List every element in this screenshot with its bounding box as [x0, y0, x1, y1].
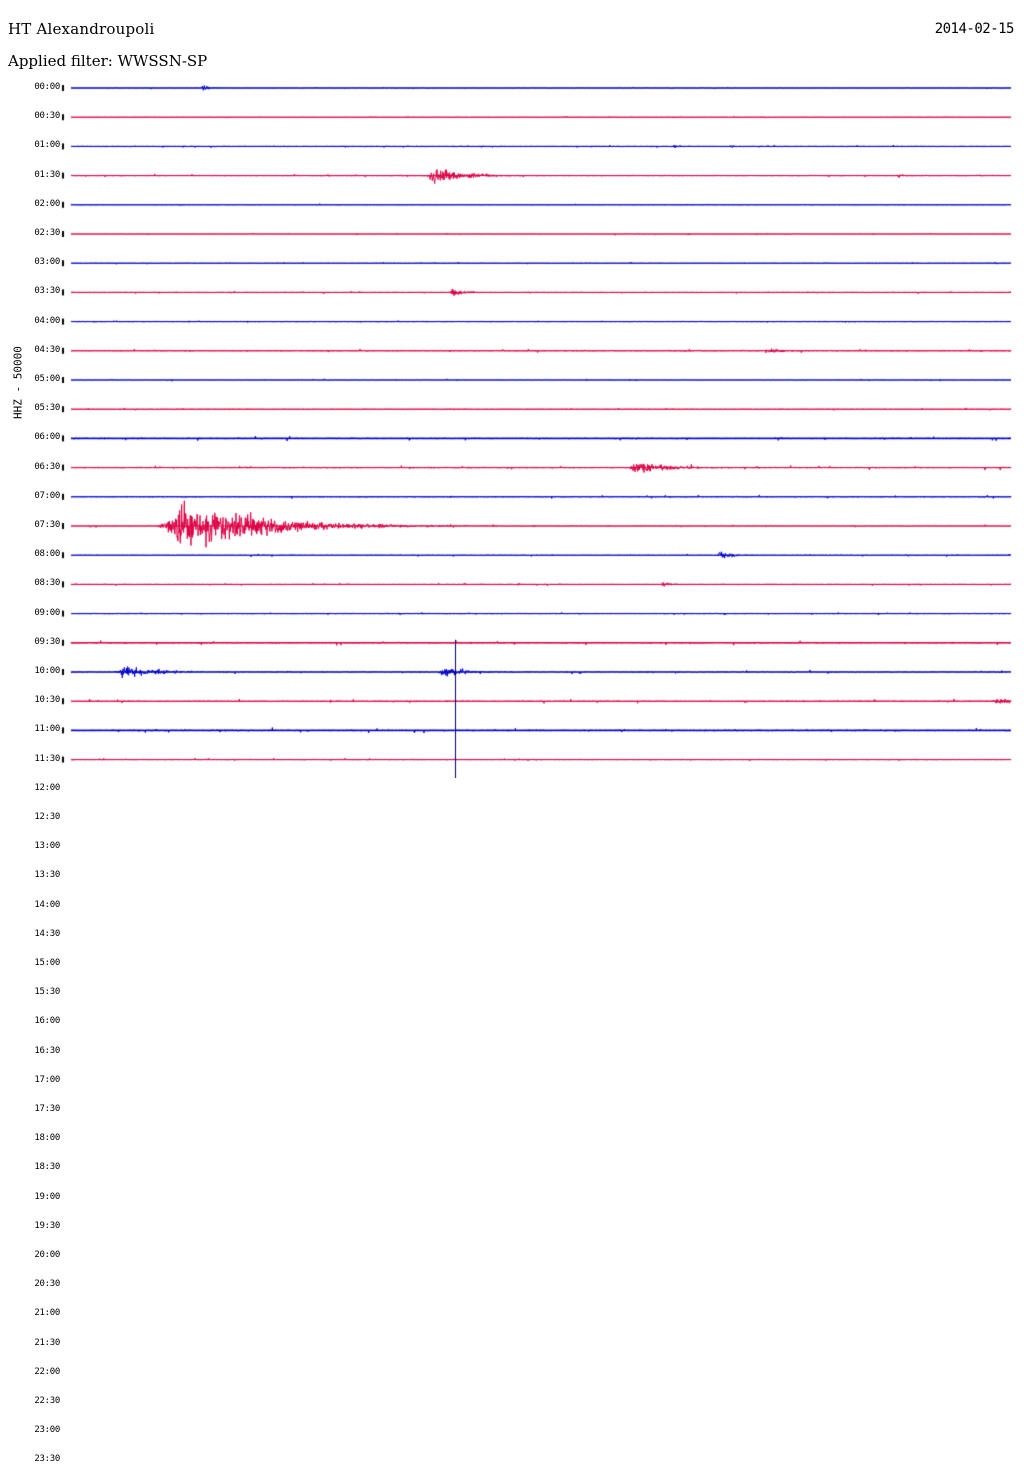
time-label: 19:00	[34, 1191, 60, 1202]
time-label: 05:00	[34, 374, 60, 384]
time-label: 04:30	[34, 344, 60, 355]
time-label: 01:00	[34, 140, 60, 151]
time-label: 03:30	[34, 286, 60, 297]
applied-filter-label: Applied filter: WWSSN-SP	[8, 52, 208, 70]
time-label: 23:30	[34, 1454, 60, 1464]
time-label: 02:00	[34, 198, 60, 209]
time-label: 10:30	[34, 695, 60, 706]
time-label: 02:30	[34, 228, 60, 238]
time-label: 09:00	[34, 607, 60, 618]
time-label: 11:00	[34, 724, 60, 735]
time-label: 17:00	[34, 1074, 60, 1085]
seismogram-page: HT Alexandroupoli 2014-02-15 Applied fil…	[0, 20, 1024, 1464]
time-label: 20:30	[34, 1279, 60, 1290]
time-label: 06:30	[34, 461, 60, 472]
time-label: 23:00	[34, 1425, 60, 1436]
time-label: 12:30	[34, 812, 60, 822]
page-title: HT Alexandroupoli	[8, 20, 155, 38]
time-label: 14:00	[34, 899, 60, 910]
time-label: 18:30	[34, 1162, 60, 1173]
time-label: 12:00	[34, 782, 60, 793]
time-label: 19:30	[34, 1220, 60, 1231]
time-label: 06:00	[34, 432, 60, 443]
time-label: 16:00	[34, 1016, 60, 1027]
record-date: 2014-02-15	[934, 21, 1015, 37]
time-label: 13:00	[34, 841, 60, 852]
time-label: 01:30	[34, 169, 60, 180]
time-label: 00:30	[34, 111, 60, 122]
time-label: 03:00	[34, 257, 60, 268]
time-label: 22:00	[34, 1366, 60, 1377]
time-label: 15:30	[34, 987, 60, 998]
time-label: 08:00	[34, 549, 60, 560]
time-label: 15:00	[34, 958, 60, 968]
time-label: 08:30	[34, 578, 60, 589]
time-label: 00:00	[34, 82, 60, 92]
time-label: 14:30	[34, 928, 60, 939]
time-label: 22:30	[34, 1396, 60, 1406]
time-label: 05:30	[34, 403, 60, 414]
time-label: 21:00	[34, 1308, 60, 1319]
time-label: 09:30	[34, 636, 60, 647]
seismic-trace-canvas	[0, 78, 1024, 778]
time-label: 10:00	[34, 666, 60, 676]
helicorder-plot: 00:00 00:30 01:00 01:30 02:00 02:30 03:00 03:30…	[0, 78, 1024, 1464]
time-label: 07:30	[34, 520, 60, 530]
time-label: 16:30	[34, 1045, 60, 1056]
time-label: 21:30	[34, 1337, 60, 1348]
time-label: 13:30	[34, 870, 60, 881]
time-label: 11:30	[34, 753, 60, 764]
time-label: 20:00	[34, 1250, 60, 1260]
time-label: 18:00	[34, 1133, 60, 1144]
time-label: 17:30	[34, 1104, 60, 1114]
time-label: 04:00	[34, 315, 60, 326]
time-label: 07:00	[34, 490, 60, 501]
